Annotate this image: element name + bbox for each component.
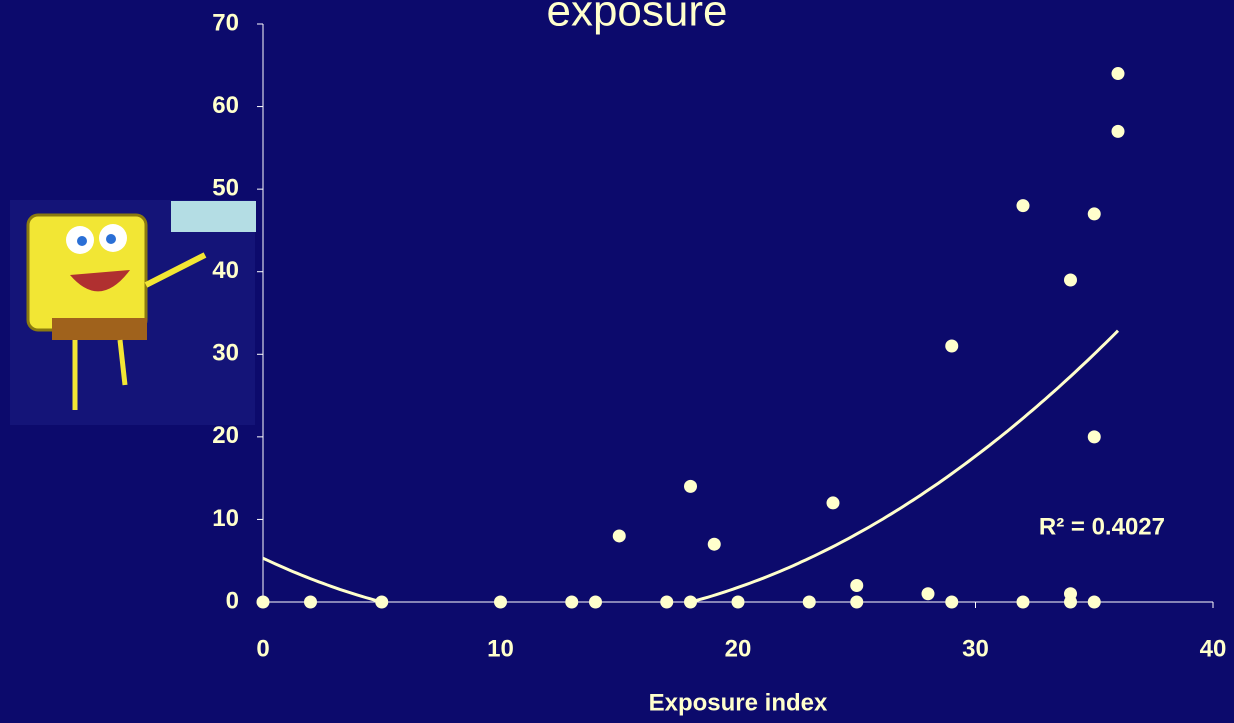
x-tick-label: 10	[487, 635, 514, 662]
y-tick-label: 0	[226, 587, 239, 614]
y-tick-label: 20	[212, 422, 239, 449]
chart: exposure Exposure index 0 10 20 30 40 50 60 70 0…	[0, 0, 1234, 723]
point	[1064, 273, 1077, 286]
point	[850, 596, 863, 609]
chart-title: exposure	[546, 0, 727, 36]
point	[1112, 67, 1125, 80]
point	[589, 596, 602, 609]
point	[304, 596, 317, 609]
point	[684, 480, 697, 493]
point	[1088, 207, 1101, 220]
y-tick-label: 30	[212, 340, 239, 367]
y-tick-label: 10	[212, 505, 239, 532]
point	[732, 596, 745, 609]
point	[494, 596, 507, 609]
cartoon	[10, 200, 256, 425]
point	[922, 587, 935, 600]
x-tick-label: 40	[1200, 635, 1227, 662]
point	[565, 596, 578, 609]
point	[945, 340, 958, 353]
point	[257, 596, 270, 609]
trendline-label: R² = 0.4027	[1039, 513, 1165, 540]
point	[708, 538, 721, 551]
point	[613, 529, 626, 542]
point	[1088, 596, 1101, 609]
point	[1088, 430, 1101, 443]
x-axis-title: Exposure index	[649, 689, 828, 716]
point	[945, 596, 958, 609]
point	[1112, 125, 1125, 138]
x-tick-label: 30	[962, 635, 989, 662]
point	[827, 496, 840, 509]
x-tick-label: 20	[725, 635, 752, 662]
point	[850, 579, 863, 592]
point	[1017, 199, 1030, 212]
y-tick-label: 50	[212, 174, 239, 201]
point	[684, 596, 697, 609]
point	[1017, 596, 1030, 609]
point	[1064, 596, 1077, 609]
point	[660, 596, 673, 609]
y-tick-label: 70	[212, 9, 239, 36]
y-tick-label: 60	[212, 92, 239, 119]
y-tick-label: 40	[212, 257, 239, 284]
point	[375, 596, 388, 609]
x-tick-label: 0	[256, 635, 269, 662]
point	[803, 596, 816, 609]
